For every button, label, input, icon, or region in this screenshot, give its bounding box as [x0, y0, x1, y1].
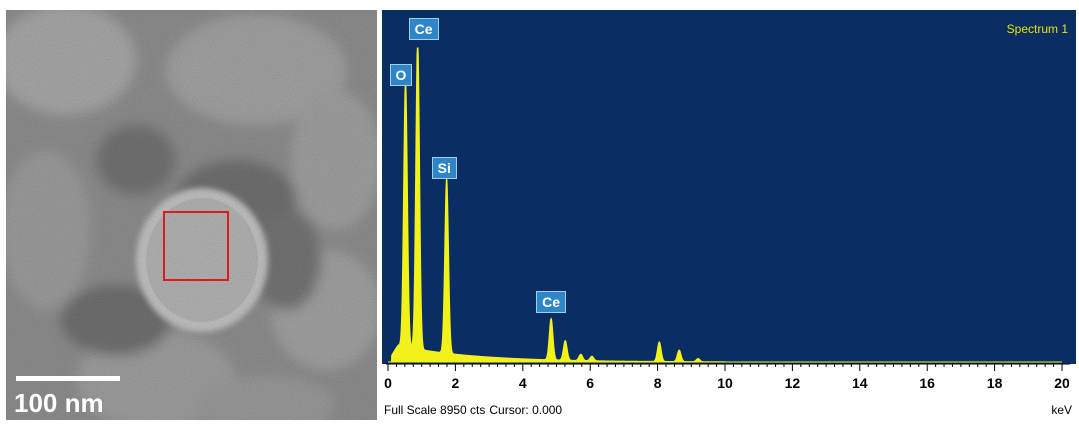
spectrum-footer: Full Scale 8950 cts Cursor: 0.000 [384, 403, 566, 417]
peak-label-ce: Ce [408, 18, 439, 40]
spectrum-plot [382, 10, 1076, 420]
x-tick-label: 6 [586, 375, 595, 391]
x-tick-label: 0 [384, 375, 392, 391]
sem-micrograph: 100 nm [6, 10, 377, 420]
peak-label-o: O [389, 63, 413, 86]
x-tick-label: 10 [717, 375, 733, 391]
spectrum-label: Spectrum 1 [1006, 22, 1068, 36]
x-tick-label: 14 [852, 375, 868, 391]
selection-box [163, 211, 229, 281]
x-tick-label: 12 [784, 375, 801, 391]
x-tick-label: 2 [451, 375, 460, 391]
peak-label-ce: Ce [536, 290, 566, 313]
scale-bar-label: 100 nm [14, 388, 104, 418]
sem-image [6, 10, 377, 420]
plot-background [382, 10, 1076, 364]
x-axis-unit-label: keV [1051, 403, 1072, 417]
cursor-label: Cursor: 0.000 [489, 403, 563, 417]
x-axis-ticks [387, 364, 1063, 371]
full-scale-label: Full Scale 8950 cts [384, 403, 486, 417]
x-tick-label: 16 [919, 375, 935, 391]
x-tick-label: 18 [986, 375, 1003, 391]
x-tick-label: 8 [653, 375, 662, 391]
spectrum-trace [388, 47, 1062, 363]
scale-bar [16, 376, 120, 381]
axis-strip [382, 364, 1076, 420]
x-tick-label: 20 [1054, 375, 1070, 391]
peak-label-si: Si [431, 156, 457, 179]
x-tick-label: 4 [518, 375, 527, 391]
eds-spectrum-panel: Spectrum 1 O Ce Si Ce 0 2 4 6 8 10 12 14 16 18 20 Ful… [382, 10, 1076, 420]
